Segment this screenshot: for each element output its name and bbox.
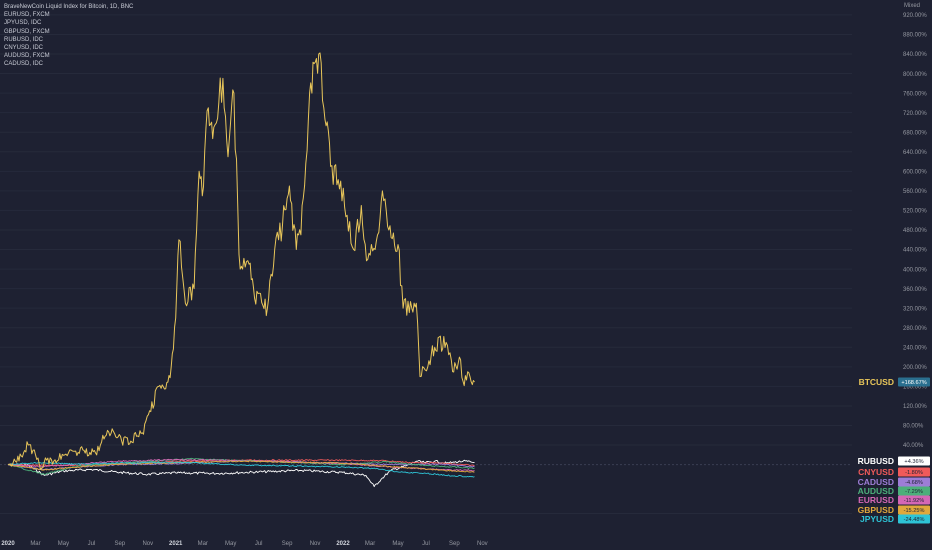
y-tick-label: 920.00% — [903, 13, 927, 19]
legend-compare-eurusd[interactable]: EURUSD, FXCM — [4, 12, 50, 19]
value-badge — [898, 377, 930, 387]
x-tick-label: Nov — [477, 541, 488, 547]
y-tick-label: 840.00% — [903, 52, 927, 58]
x-tick-label: Mar — [365, 541, 375, 547]
value-badge — [898, 467, 930, 477]
value-label-btcusd: +168.67% — [901, 380, 926, 386]
legend-compare-cadusd[interactable]: CADUSD, IDC — [4, 61, 44, 68]
value-label-cnyusd: -1.80% — [905, 470, 923, 476]
y-tick-label: 560.00% — [903, 189, 927, 195]
value-badge — [898, 486, 930, 496]
series-name-label-eurusd: EURUSD — [858, 495, 894, 505]
y-tick-label: 400.00% — [903, 267, 927, 273]
series-line-audusd[interactable] — [7, 457, 475, 475]
legend-compare-jpyusd[interactable]: JPYUSD, IDC — [4, 20, 42, 27]
series-name-label-audusd: AUDUSD — [858, 486, 894, 496]
y-tick-label: 720.00% — [903, 111, 927, 117]
y-tick-label: 760.00% — [903, 91, 927, 97]
y-tick-label: 160.00% — [903, 385, 927, 391]
x-tick-label: 2022 — [336, 541, 350, 547]
legend-main-symbol[interactable]: BraveNewCoin Liquid Index for Bitcoin, 1… — [4, 4, 134, 10]
legend-compare-audusd[interactable]: AUDUSD, FXCM — [4, 53, 50, 60]
legend-compare-cnyusd[interactable]: CNYUSD, IDC — [4, 45, 44, 52]
y-tick-label: 280.00% — [903, 326, 927, 332]
series-name-label-cnyusd: CNYUSD — [858, 467, 894, 477]
series-line-gbpusd[interactable] — [7, 460, 475, 473]
x-tick-label: Sep — [282, 541, 293, 547]
x-tick-label: Nov — [142, 541, 153, 547]
x-tick-label: Mar — [198, 541, 208, 547]
legend-compare-gbpusd[interactable]: GBPUSD, FXCM — [4, 28, 50, 35]
value-badge — [898, 477, 930, 487]
y-tick-label: 120.00% — [903, 404, 927, 410]
value-label-gbpusd: -15.25% — [904, 508, 925, 514]
x-tick-label: 2020 — [1, 541, 15, 547]
x-tick-label: Jul — [422, 541, 430, 547]
x-tick-label: Sep — [449, 541, 460, 547]
value-label-audusd: -7.29% — [905, 489, 923, 495]
y-tick-label: 480.00% — [903, 228, 927, 234]
value-label-jpyusd: -24.48% — [904, 517, 925, 523]
series-line-rubusd[interactable] — [8, 459, 475, 488]
value-badge — [898, 495, 930, 505]
series-name-label-rubusd: RUBUSD — [858, 456, 894, 466]
value-badge — [898, 505, 930, 515]
x-tick-label: Mar — [30, 541, 40, 547]
y-tick-label: 640.00% — [903, 150, 927, 156]
series-name-label-btcusd: BTCUSD — [859, 377, 894, 387]
series-name-label-cadusd: CADUSD — [858, 477, 894, 487]
value-badge — [898, 514, 930, 524]
y-tick-label: 40.00% — [903, 443, 924, 449]
value-label-eurusd: -11.92% — [904, 498, 924, 504]
x-tick-label: May — [225, 541, 236, 547]
y-tick-label: 320.00% — [903, 306, 927, 312]
x-tick-label: Jul — [255, 541, 263, 547]
x-tick-label: Sep — [114, 541, 125, 547]
y-tick-label: 240.00% — [903, 345, 927, 351]
scale-mode-label[interactable]: Mixed — [904, 3, 921, 9]
y-tick-label: 880.00% — [903, 33, 927, 39]
y-tick-label: 800.00% — [903, 72, 927, 78]
series-line-eurusd[interactable] — [7, 458, 475, 472]
y-tick-label: 520.00% — [903, 209, 927, 215]
series-name-label-gbpusd: GBPUSD — [858, 505, 894, 515]
x-tick-label: May — [392, 541, 403, 547]
series-line-btcusd[interactable] — [7, 52, 475, 470]
x-tick-label: May — [58, 541, 69, 547]
chart-legend: BraveNewCoin Liquid Index for Bitcoin, 1… — [4, 3, 133, 69]
y-tick-label: 200.00% — [903, 365, 927, 371]
y-tick-label: 80.00% — [903, 424, 924, 430]
y-tick-label: 360.00% — [903, 287, 927, 293]
value-label-cadusd: -4.68% — [905, 480, 923, 486]
x-tick-label: Nov — [310, 541, 321, 547]
legend-compare-rubusd[interactable]: RUBUSD, IDC — [4, 36, 44, 43]
series-line-jpyusd[interactable] — [7, 461, 475, 478]
x-tick-label: 2021 — [169, 541, 183, 547]
y-tick-label: 600.00% — [903, 170, 927, 176]
y-tick-label: 440.00% — [903, 248, 927, 254]
y-tick-label: 680.00% — [903, 130, 927, 136]
x-tick-label: Jul — [88, 541, 96, 547]
value-label-rubusd: +4.36% — [904, 459, 923, 465]
series-name-label-jpyusd: JPYUSD — [860, 514, 894, 524]
value-badge — [898, 456, 930, 466]
